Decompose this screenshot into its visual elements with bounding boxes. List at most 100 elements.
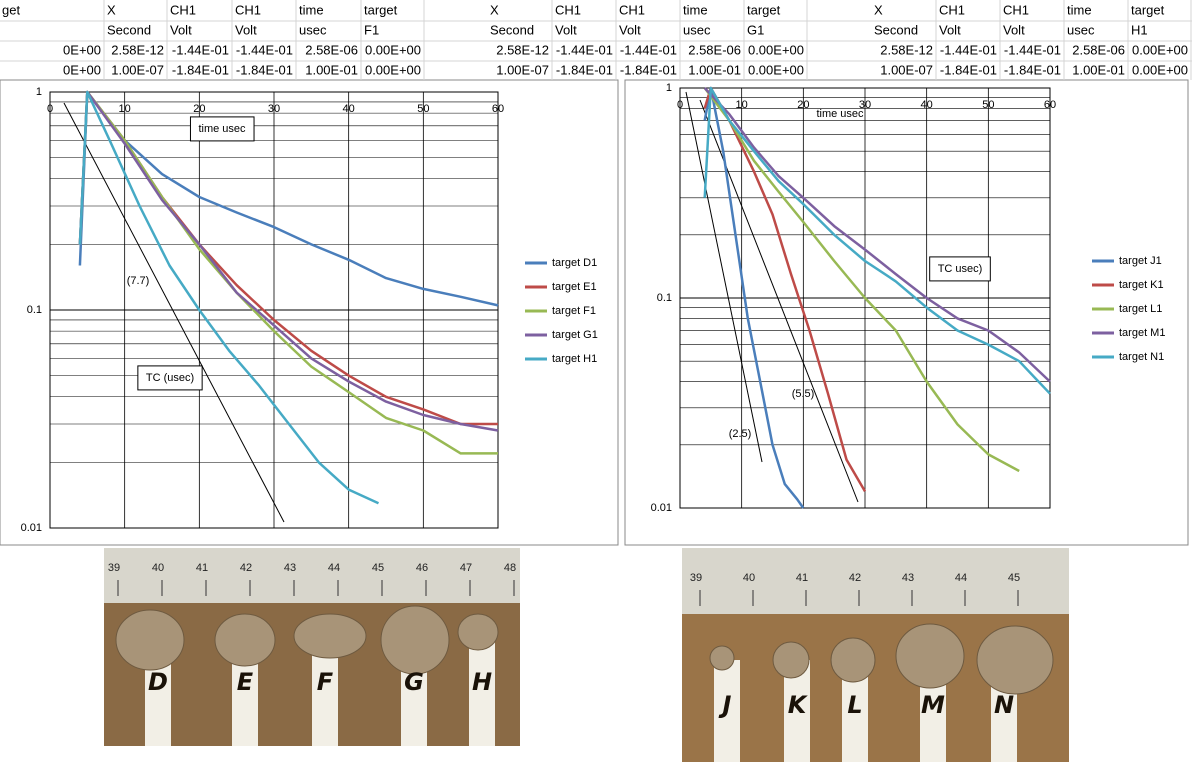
x-tick-label: 40 — [343, 103, 355, 115]
cell-text: Second — [874, 22, 918, 37]
cell-text: CH1 — [1003, 2, 1029, 17]
cell-text: F1 — [364, 22, 379, 37]
ruler — [682, 548, 1069, 614]
bullet — [772, 641, 810, 679]
ruler-label: 44 — [955, 572, 967, 584]
bullet — [895, 623, 965, 689]
series-line — [703, 87, 1020, 473]
cell-text: -1.44E-01 — [940, 42, 997, 57]
cell-text: -1.84E-01 — [556, 62, 613, 77]
cell-text: 1.00E-07 — [880, 62, 933, 77]
cell-text: target — [1131, 2, 1165, 17]
y-tick-label: 1 — [36, 86, 42, 98]
cell-text: -1.84E-01 — [940, 62, 997, 77]
cell-text: 1.00E-07 — [496, 62, 549, 77]
ruler-label: 40 — [743, 572, 755, 584]
x-tick-label: 50 — [417, 103, 429, 115]
cell-text: target — [364, 2, 398, 17]
cell-text: 0.00E+00 — [748, 42, 804, 57]
series-line — [703, 87, 1051, 383]
ruler-label: 40 — [152, 562, 164, 574]
x-tick-label: 20 — [193, 103, 205, 115]
bullet — [709, 645, 735, 671]
reference-line — [63, 102, 285, 523]
annotation: TC (usec) — [146, 372, 194, 384]
cell-text: X — [490, 2, 499, 17]
annotation: (7.7) — [127, 275, 150, 287]
cell-text: time — [683, 2, 708, 17]
x-tick-label: 10 — [736, 99, 748, 111]
x-tick-label: 60 — [492, 103, 504, 115]
cell-text: 0.00E+00 — [748, 62, 804, 77]
label-strip — [469, 640, 495, 746]
cell-text: 0.00E+00 — [365, 42, 421, 57]
cell-text: time — [299, 2, 324, 17]
legend-label: target D1 — [552, 257, 597, 269]
cell-text: H1 — [1131, 22, 1148, 37]
bullet — [380, 605, 450, 675]
x-tick-label: 40 — [921, 99, 933, 111]
cell-text: usec — [299, 22, 327, 37]
ruler-label: 48 — [504, 562, 516, 574]
ruler — [104, 548, 520, 603]
cell-text: 1.00E-07 — [111, 62, 164, 77]
cell-text: -1.44E-01 — [556, 42, 613, 57]
cell-text: get — [2, 2, 20, 17]
y-tick-label: 1 — [666, 82, 672, 94]
ruler-label: 47 — [460, 562, 472, 574]
y-tick-label: 0.01 — [651, 502, 672, 514]
cell-text: -1.44E-01 — [620, 42, 677, 57]
bullet — [457, 613, 499, 651]
x-tick-label: 30 — [268, 103, 280, 115]
cell-text: Volt — [939, 22, 961, 37]
legend-label: target H1 — [552, 353, 597, 365]
photo-label: H — [472, 668, 492, 696]
cell-text: G1 — [747, 22, 764, 37]
cell-text: 0.00E+00 — [1132, 62, 1188, 77]
legend-label: target G1 — [552, 329, 598, 341]
reference-line — [685, 91, 763, 463]
legend-label: target F1 — [552, 305, 596, 317]
cell-text: X — [874, 2, 883, 17]
photo-label: L — [847, 691, 862, 719]
legend-label: target M1 — [1119, 327, 1165, 339]
bullet — [115, 609, 185, 671]
annotation-box — [137, 365, 203, 391]
x-tick-label: 0 — [677, 99, 683, 111]
ruler-label: 45 — [372, 562, 384, 574]
cell-text: usec — [1067, 22, 1095, 37]
cell-text: 0E+00 — [63, 42, 101, 57]
cell-text: 1.00E-01 — [688, 62, 741, 77]
annotation: time usec — [816, 108, 864, 120]
x-tick-label: 50 — [982, 99, 994, 111]
cell-text: 2.58E-06 — [688, 42, 741, 57]
annotation-box — [929, 256, 991, 282]
photo-label: F — [317, 668, 334, 696]
ruler-label: 42 — [849, 572, 861, 584]
cell-text: 2.58E-12 — [880, 42, 933, 57]
series-line — [703, 86, 1051, 395]
photo-label: J — [719, 691, 732, 719]
x-tick-label: 10 — [119, 103, 131, 115]
cell-text: -1.84E-01 — [172, 62, 229, 77]
ruler-label: 43 — [284, 562, 296, 574]
cell-text: 2.58E-12 — [496, 42, 549, 57]
ruler-label: 43 — [902, 572, 914, 584]
cell-text: Second — [490, 22, 534, 37]
annotation: (2.5) — [729, 428, 752, 440]
annotation-box — [189, 116, 255, 142]
cell-text: Volt — [235, 22, 257, 37]
bullet — [293, 613, 367, 659]
cell-text: 1.00E-01 — [305, 62, 358, 77]
cell-text: CH1 — [939, 2, 965, 17]
legend-label: target L1 — [1119, 303, 1162, 315]
ruler-label: 39 — [690, 572, 702, 584]
cell-text: CH1 — [170, 2, 196, 17]
ruler-label: 44 — [328, 562, 340, 574]
annotation: time usec — [198, 123, 246, 135]
label-strip — [714, 660, 740, 762]
cell-text: Volt — [1003, 22, 1025, 37]
photo-label: N — [994, 691, 1014, 719]
ruler-label: 39 — [108, 562, 120, 574]
cell-text: CH1 — [235, 2, 261, 17]
